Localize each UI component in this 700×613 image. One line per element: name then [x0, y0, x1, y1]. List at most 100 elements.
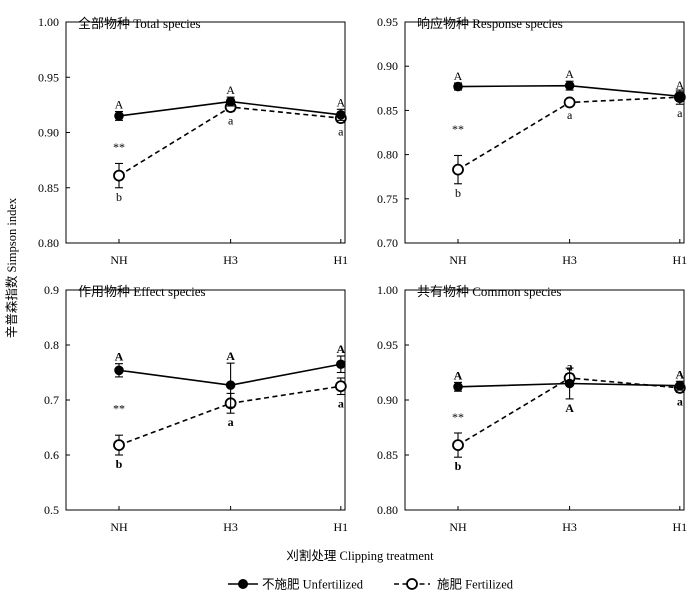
y-tick-label: 0.85 — [377, 448, 398, 462]
letter-unfertilized: A — [565, 67, 574, 81]
panel-title: 全部物种 Total species — [78, 16, 201, 31]
plot-frame — [65, 289, 346, 511]
y-tick-label: 0.7 — [44, 393, 59, 407]
significance-marker: ** — [113, 140, 125, 154]
series-unfertilized — [114, 355, 346, 408]
chart-panel-1: 全部物种 Total species 0.80 0.85 0.90 0.95 1.00 NH… — [38, 15, 348, 267]
significance-marker: ** — [113, 402, 125, 416]
y-tick-label: 0.90 — [377, 59, 398, 73]
letter-fertilized: a — [677, 394, 683, 408]
y-tick-label: 0.80 — [377, 148, 398, 162]
plot-frame — [404, 289, 685, 511]
data-point-unfertilized — [336, 359, 346, 370]
legend-marker-filled-circle — [238, 579, 248, 589]
data-point-fertilized — [113, 169, 125, 182]
legend-label-fertilized: 施肥 Fertilized — [437, 578, 514, 592]
y-tick-label: 0.9 — [44, 283, 59, 297]
letter-unfertilized: A — [336, 342, 345, 356]
letter-unfertilized: A — [115, 98, 124, 112]
y-axis-title: 辛普森指数 Simpson index — [4, 197, 19, 338]
plot-frame — [65, 21, 346, 244]
panel-title: 共有物种 Common species — [417, 284, 561, 299]
y-tick-label: 0.8 — [44, 338, 59, 352]
letter-unfertilized: A — [226, 83, 235, 97]
series-fertilized — [452, 89, 686, 185]
data-point-unfertilized — [114, 111, 124, 121]
x-tick-label-h1: H1 — [672, 520, 687, 534]
letter-fertilized: a — [567, 360, 573, 374]
chart-panel-4: 共有物种 Common species 0.80 0.85 0.90 0.95 1.00 N… — [377, 283, 687, 534]
x-tick-label-h1: H1 — [672, 253, 687, 267]
y-tick-label: 0.95 — [377, 15, 398, 29]
x-tick-label-h3: H3 — [223, 520, 238, 534]
letter-unfertilized: A — [115, 350, 124, 364]
letter-fertilized: b — [455, 186, 461, 200]
y-tick-label: 0.80 — [38, 236, 59, 250]
y-tick-label: 0.80 — [377, 503, 398, 517]
panel-title: 响应物种 Response species — [417, 16, 563, 31]
x-tick-label-nh: NH — [449, 253, 467, 267]
data-point-unfertilized — [675, 380, 685, 391]
letter-fertilized: a — [677, 106, 683, 120]
legend-item-fertilized: 施肥 Fertilized — [394, 578, 514, 592]
panel-title: 作用物种 Effect species — [78, 284, 206, 299]
letter-fertilized: b — [455, 459, 462, 473]
x-tick-label-h1: H1 — [333, 253, 348, 267]
data-point-unfertilized — [453, 382, 463, 392]
legend-item-unfertilized: 不施肥 Unfertilized — [228, 578, 364, 592]
data-point-fertilized — [452, 163, 464, 176]
x-tick-label-nh: NH — [110, 520, 128, 534]
data-point-fertilized — [113, 439, 125, 452]
legend: 不施肥 Unfertilized 施肥 Fertilized — [228, 578, 514, 592]
y-tick-label: 0.5 — [44, 503, 59, 517]
data-point-unfertilized — [453, 81, 463, 92]
y-tick-label: 0.75 — [377, 192, 398, 206]
y-tick-label: 0.95 — [377, 338, 398, 352]
data-point-unfertilized — [225, 96, 236, 107]
x-axis-title: 刈割处理 Clipping treatment — [286, 548, 434, 563]
letter-unfertilized: A — [675, 367, 684, 381]
x-tick-label-h3: H3 — [223, 253, 238, 267]
letter-unfertilized: A — [454, 368, 463, 382]
letter-unfertilized: A — [226, 349, 235, 363]
data-point-fertilized — [334, 380, 347, 393]
letter-unfertilized: A — [675, 78, 684, 92]
x-tick-label-h3: H3 — [562, 520, 577, 534]
significance-marker: ** — [452, 410, 464, 424]
data-point-unfertilized — [675, 91, 685, 102]
legend-marker-open-circle — [406, 578, 418, 590]
data-point-fertilized — [563, 96, 576, 109]
letter-unfertilized: A — [565, 401, 574, 415]
y-tick-label: 1.00 — [377, 283, 398, 297]
letter-unfertilized: A — [454, 69, 463, 83]
data-point-unfertilized — [336, 110, 346, 120]
x-tick-label-h3: H3 — [562, 253, 577, 267]
y-tick-label: 0.85 — [38, 181, 59, 195]
series-unfertilized — [453, 80, 685, 102]
y-tick-label: 1.00 — [38, 15, 59, 29]
data-point-unfertilized — [225, 380, 236, 390]
letter-fertilized: a — [567, 108, 573, 122]
y-tick-label: 0.90 — [38, 126, 59, 140]
x-tick-label-h1: H1 — [333, 520, 348, 534]
chart-panel-2: 响应物种 Response species 0.70 0.75 0.80 0.85 0.9… — [377, 15, 687, 267]
letter-fertilized: b — [116, 457, 123, 471]
plot-frame — [404, 21, 685, 244]
y-tick-label: 0.85 — [377, 103, 398, 117]
letter-unfertilized: A — [336, 95, 345, 109]
significance-marker: ** — [452, 122, 464, 136]
letter-fertilized: a — [338, 397, 344, 411]
data-point-unfertilized — [564, 378, 575, 389]
letter-fertilized: a — [228, 114, 234, 128]
chart-panel-3: 作用物种 Effect species 0.5 0.6 0.7 0.8 0.9 NH H3 H1… — [44, 283, 348, 534]
letter-fertilized: a — [228, 415, 234, 429]
series-unfertilized — [453, 367, 685, 400]
y-tick-label: 0.6 — [44, 448, 59, 462]
x-tick-label-nh: NH — [449, 520, 467, 534]
letter-fertilized: b — [116, 190, 122, 204]
data-point-unfertilized — [114, 365, 124, 376]
x-tick-label-nh: NH — [110, 253, 128, 267]
y-tick-label: 0.90 — [377, 393, 398, 407]
chart-panels: 全部物种 Total species 0.80 0.85 0.90 0.95 1.00 NH… — [38, 15, 687, 534]
